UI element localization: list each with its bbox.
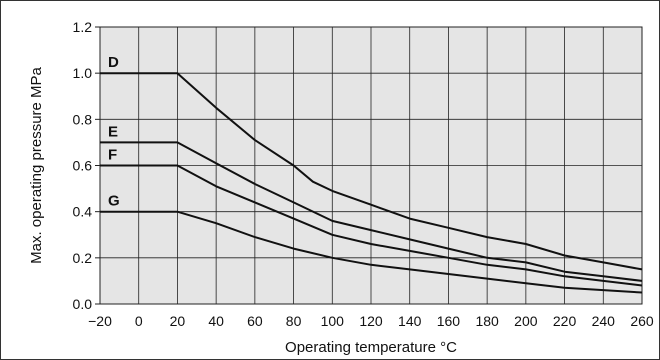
x-axis-label: Operating temperature °C <box>285 339 457 356</box>
x-tick-label: 240 <box>592 313 616 329</box>
series-line-d <box>100 72 643 271</box>
x-tick-label: 180 <box>475 313 499 329</box>
y-axis-label: Max. operating pressure MPa <box>28 66 45 263</box>
series-line-f <box>100 164 643 287</box>
y-tick-label: 0.2 <box>73 250 93 266</box>
series-line-e <box>100 141 643 282</box>
series-label-g: G <box>108 193 120 210</box>
x-tick-label: 0 <box>135 313 143 329</box>
x-tick-labels: −20 0 20 40 60 80 100 120 140 160 180 200 220 240 260 <box>88 313 654 329</box>
series-label-e: E <box>108 123 118 140</box>
series-label-f: F <box>108 147 117 164</box>
x-tick-label: 160 <box>437 313 461 329</box>
x-tick-label: 260 <box>630 313 654 329</box>
x-tick-label: 60 <box>247 313 263 329</box>
x-tick-label: 220 <box>553 313 577 329</box>
y-tick-label: 0.6 <box>73 158 93 174</box>
x-tick-label: 20 <box>170 313 186 329</box>
x-tick-label: 40 <box>208 313 224 329</box>
y-tick-label: 1.2 <box>73 19 93 35</box>
series-line-g <box>100 210 643 294</box>
series-labels: D EF G <box>108 54 120 210</box>
y-tick-label: 0.4 <box>73 204 93 220</box>
x-tick-label: 120 <box>359 313 383 329</box>
series-lines <box>100 72 643 294</box>
y-tick-label: 0.8 <box>73 111 93 127</box>
series-label-d: D <box>108 54 119 71</box>
x-tick-label: −20 <box>88 313 112 329</box>
x-tick-label: 200 <box>514 313 538 329</box>
y-tick-label: 1.0 <box>73 65 93 81</box>
x-tick-label: 140 <box>398 313 422 329</box>
x-tick-label: 80 <box>286 313 302 329</box>
y-tick-labels: 0.0 0.2 0.4 0.6 0.8 1.0 1.2 <box>73 19 93 312</box>
y-tick-label: 0.0 <box>73 296 93 312</box>
x-tick-label: 100 <box>321 313 345 329</box>
